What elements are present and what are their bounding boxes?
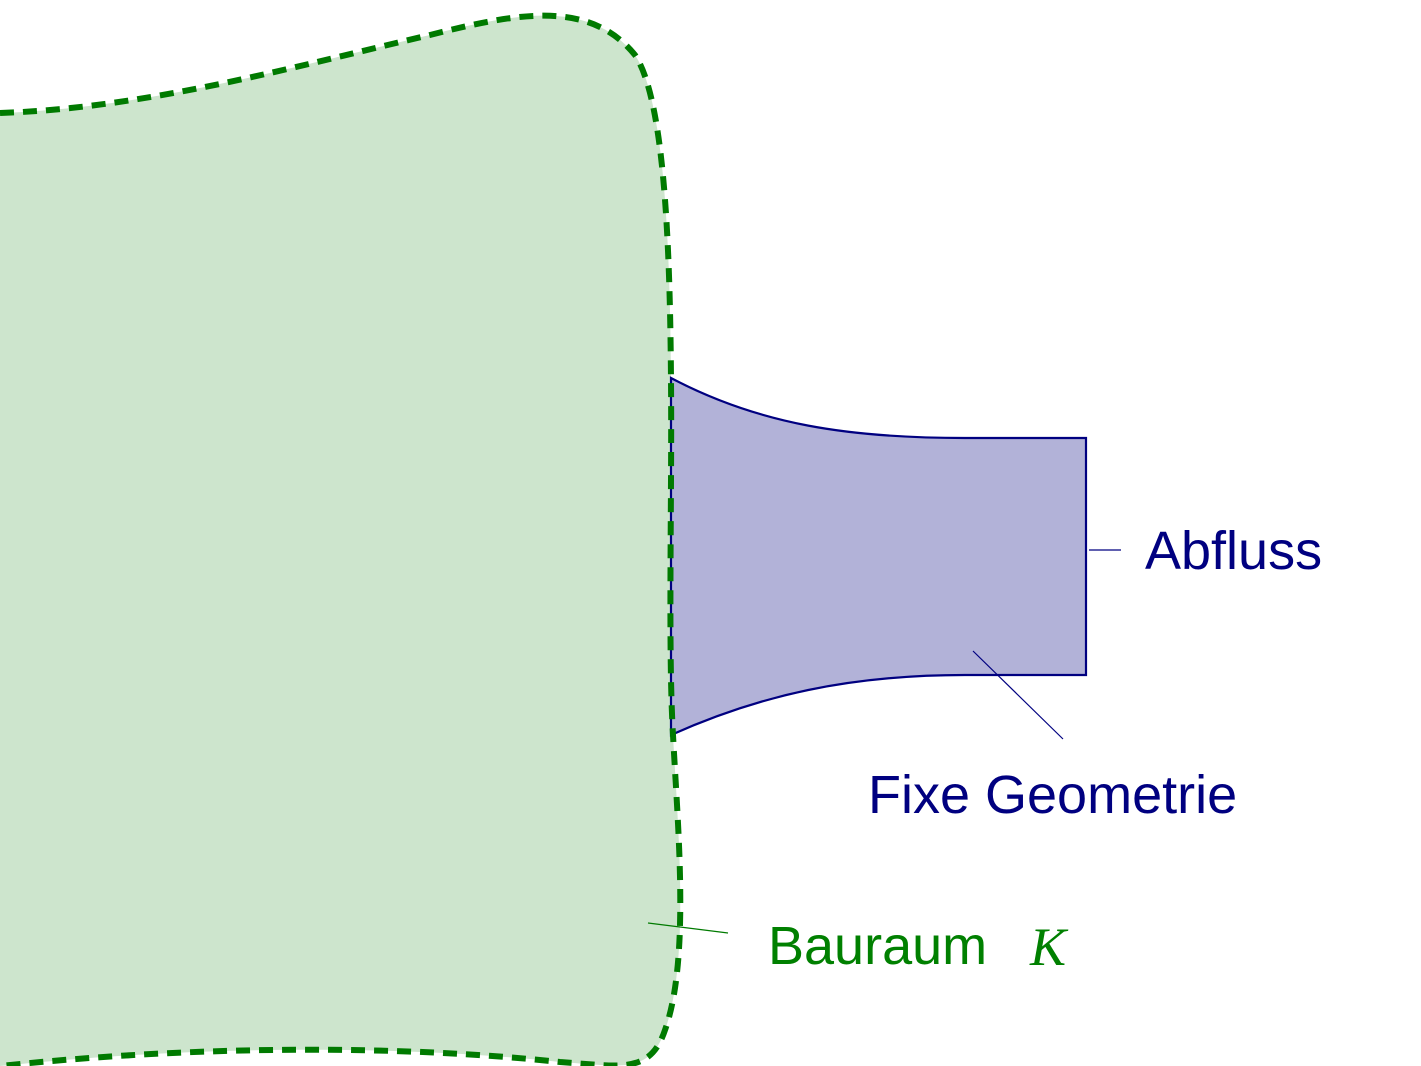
bauraum-boundary [0, 12, 684, 1066]
bauraum-region [0, 15, 681, 1066]
fixe-geometrie-leader-line [972, 650, 1064, 740]
fixed-geometry-shape [669, 376, 1088, 737]
abfluss-label: Abfluss [1145, 521, 1322, 581]
bauraum-symbol-label: K [1029, 917, 1069, 977]
fixe-geometrie-label: Fixe Geometrie [868, 765, 1237, 825]
bauraum-label: Bauraum [768, 916, 987, 976]
bauraum-leader-line [647, 922, 729, 934]
